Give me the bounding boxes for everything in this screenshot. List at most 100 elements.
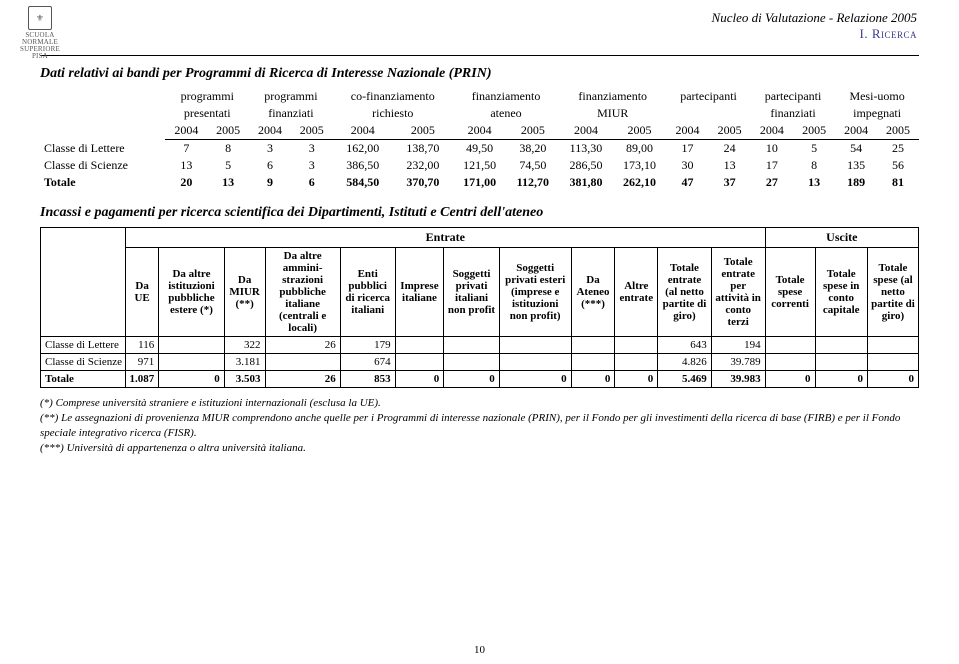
corner-cell: [41, 228, 126, 337]
year-header: 2004: [333, 122, 393, 140]
column-header: Totale spese in conto capitale: [815, 248, 867, 337]
cell: 56: [877, 157, 919, 174]
row-label: Classe di Lettere: [40, 140, 165, 158]
col-group: finanziamento: [559, 88, 666, 105]
column-header: Totale entrate (al netto partite di giro…: [658, 248, 711, 337]
cell: 162,00: [333, 140, 393, 158]
table-row: Classe di Lettere7833162,00138,7049,5038…: [40, 140, 919, 158]
column-header: Altre entrate: [615, 248, 658, 337]
table-row: Classe di Lettere11632226179643194: [41, 337, 919, 354]
year-header: 2004: [453, 122, 507, 140]
year-header: 2005: [613, 122, 667, 140]
cell: [444, 354, 500, 371]
cell: 26: [265, 371, 340, 388]
cell: 322: [224, 337, 265, 354]
cell: 262,10: [613, 174, 667, 191]
footnote-1: (*) Comprese università straniere e isti…: [40, 396, 919, 411]
cell: 179: [340, 337, 395, 354]
logo: ⚜ SCUOLA NORMALE SUPERIORE PISA: [20, 6, 60, 60]
header-line2: I. Ricerca: [712, 26, 917, 42]
cell: 17: [666, 140, 708, 158]
cell: 39.983: [711, 371, 765, 388]
cell: [395, 337, 444, 354]
col-group-sub: ateneo: [453, 105, 559, 122]
cell: 135: [835, 157, 877, 174]
cell: 112,70: [506, 174, 559, 191]
table-row: Totale1.08703.50326853000005.46939.98300…: [41, 371, 919, 388]
cell: 4.826: [658, 354, 711, 371]
table-row: Classe di Scienze13563386,50232,00121,50…: [40, 157, 919, 174]
cell: 232,00: [393, 157, 453, 174]
cell: 0: [571, 371, 615, 388]
cell: 0: [867, 371, 918, 388]
cell: 3: [291, 140, 333, 158]
cell: [265, 354, 340, 371]
col-group: programmi: [249, 88, 333, 105]
column-header: Totale spese correnti: [765, 248, 815, 337]
column-header: Soggetti privati esteri (imprese e istit…: [499, 248, 571, 337]
col-group: partecipanti: [666, 88, 750, 105]
cell: [615, 337, 658, 354]
cell: 0: [159, 371, 224, 388]
col-group-sub: MIUR: [559, 105, 666, 122]
cell: 0: [765, 371, 815, 388]
page: ⚜ SCUOLA NORMALE SUPERIORE PISA Nucleo d…: [0, 0, 959, 664]
section1-title: Dati relativi ai bandi per Programmi di …: [40, 66, 919, 82]
cell: 121,50: [453, 157, 507, 174]
cell: 25: [877, 140, 919, 158]
cell: 584,50: [333, 174, 393, 191]
cell: 286,50: [559, 157, 613, 174]
col-group-sub: finanziati: [249, 105, 333, 122]
cell: 47: [666, 174, 708, 191]
cell: 39.789: [711, 354, 765, 371]
cell: [867, 337, 918, 354]
row-label: Classe di Scienze: [41, 354, 126, 371]
col-group: partecipanti: [751, 88, 835, 105]
year-header: 2005: [793, 122, 835, 140]
page-number: 10: [0, 644, 959, 656]
divider: [40, 55, 919, 56]
year-header: 2004: [835, 122, 877, 140]
row-label: Totale: [41, 371, 126, 388]
cell: 643: [658, 337, 711, 354]
cell: [615, 354, 658, 371]
year-header: 2004: [249, 122, 291, 140]
column-header: Da altre ammini- strazioni pubbliche ita…: [265, 248, 340, 337]
year-header: 2005: [506, 122, 559, 140]
cell: [815, 337, 867, 354]
entrate-header: Entrate: [125, 228, 765, 248]
cell: 30: [666, 157, 708, 174]
cell: 0: [615, 371, 658, 388]
cell: [159, 354, 224, 371]
cell: 24: [709, 140, 751, 158]
cell: [765, 354, 815, 371]
prin-table: programmiprogrammico-finanziamentofinanz…: [40, 88, 919, 191]
incassi-table-head: EntrateUsciteDa UEDa altre istituzioni p…: [41, 228, 919, 337]
cell: 3: [249, 140, 291, 158]
cell: 54: [835, 140, 877, 158]
cell: 13: [165, 157, 207, 174]
cell: 38,20: [506, 140, 559, 158]
cell: 9: [249, 174, 291, 191]
col-group: co-finanziamento: [333, 88, 453, 105]
cell: 6: [291, 174, 333, 191]
cell: 189: [835, 174, 877, 191]
column-header: Da UE: [125, 248, 158, 337]
cell: [571, 337, 615, 354]
column-header: Da MIUR (**): [224, 248, 265, 337]
col-group: Mesi-uomo: [835, 88, 919, 105]
incassi-table: EntrateUsciteDa UEDa altre istituzioni p…: [40, 227, 919, 388]
cell: 1.087: [125, 371, 158, 388]
year-header: 2005: [207, 122, 249, 140]
cell: 5.469: [658, 371, 711, 388]
col-group-sub: presentati: [165, 105, 249, 122]
cell: 5: [207, 157, 249, 174]
year-header: 2004: [666, 122, 708, 140]
cell: [571, 354, 615, 371]
cell: 10: [751, 140, 793, 158]
col-group-sub: impegnati: [835, 105, 919, 122]
cell: [867, 354, 918, 371]
cell: 0: [815, 371, 867, 388]
cell: [395, 354, 444, 371]
logo-line4: PISA: [20, 53, 60, 60]
